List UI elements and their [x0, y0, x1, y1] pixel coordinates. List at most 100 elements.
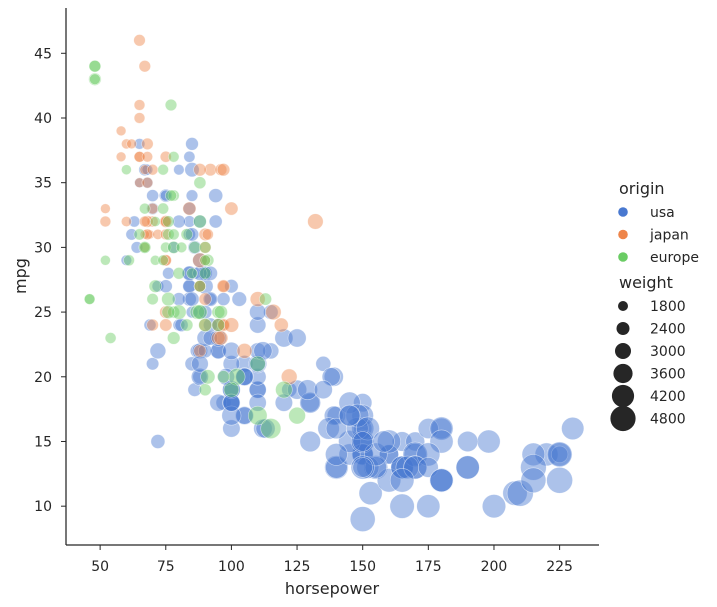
data-point [275, 381, 293, 399]
data-point [167, 305, 180, 319]
data-point [416, 442, 441, 467]
data-point [287, 328, 307, 348]
data-point [202, 291, 218, 307]
data-point [204, 292, 217, 306]
data-point [161, 292, 176, 307]
legend-size-marker [613, 363, 633, 384]
data-point [211, 318, 226, 332]
data-point [297, 379, 318, 401]
data-point [171, 304, 187, 320]
data-point [356, 455, 380, 479]
data-point [338, 430, 362, 453]
data-point [185, 227, 200, 242]
data-point [217, 318, 230, 332]
legend-size-marker [615, 343, 631, 359]
data-point [89, 73, 101, 85]
data-point [281, 381, 298, 398]
data-point [355, 416, 380, 441]
data-point [126, 138, 137, 150]
data-point [210, 342, 227, 360]
data-point [146, 189, 159, 202]
legend-size-label: 3000 [650, 344, 686, 360]
data-point [457, 430, 479, 452]
data-point [138, 60, 151, 73]
x-tick-label: 100 [218, 559, 245, 575]
x-tick-label: 175 [415, 559, 442, 575]
data-point [209, 393, 228, 412]
data-point [213, 330, 229, 346]
data-point [182, 279, 197, 294]
data-point [183, 215, 196, 228]
data-point [128, 215, 141, 228]
data-point [193, 344, 207, 358]
data-point [193, 280, 206, 293]
legend-size-title: weight [619, 273, 673, 292]
data-point [192, 369, 208, 385]
data-point [185, 137, 199, 151]
data-point [188, 241, 201, 254]
y-tick-label: 15 [34, 434, 52, 450]
data-point [88, 72, 102, 86]
data-point [546, 441, 573, 468]
y-tick-label: 10 [34, 499, 52, 515]
y-tick-label: 25 [34, 305, 52, 321]
data-point [138, 241, 152, 254]
y-axis-label: mpg [11, 258, 30, 294]
data-point [203, 163, 217, 177]
data-point [520, 454, 547, 481]
data-point [139, 215, 151, 228]
data-point [141, 215, 154, 228]
data-point [133, 99, 146, 111]
data-point [313, 380, 333, 400]
data-point [141, 137, 154, 150]
data-point [248, 380, 267, 399]
series-europe [83, 59, 306, 439]
data-point [198, 227, 212, 241]
data-point [198, 383, 212, 397]
data-point [561, 416, 585, 440]
x-axis-label: horsepower [285, 579, 380, 598]
data-point [193, 163, 207, 177]
x-tick-label: 200 [481, 559, 508, 575]
data-point [167, 189, 180, 202]
data-point [180, 228, 193, 241]
data-point [249, 355, 267, 373]
data-point [216, 279, 231, 293]
data-point [364, 456, 387, 479]
data-point [288, 406, 306, 425]
data-point [174, 318, 189, 332]
data-point [429, 468, 454, 493]
data-point [222, 393, 241, 412]
data-point [217, 368, 235, 386]
data-point [338, 391, 361, 414]
data-point [363, 455, 388, 480]
data-point [372, 430, 395, 453]
series-usa [120, 137, 585, 532]
data-point [249, 355, 266, 372]
data-point [159, 150, 172, 163]
data-point [546, 466, 573, 494]
data-point [200, 369, 216, 385]
data-point [363, 442, 388, 467]
y-tick-label: 35 [34, 176, 52, 192]
legend-size-label: 4200 [650, 389, 686, 405]
data-point [249, 342, 267, 360]
data-point [88, 59, 102, 73]
data-point [201, 253, 215, 267]
data-point [190, 367, 209, 386]
legend-size-marker [618, 301, 628, 311]
data-point [325, 443, 348, 466]
data-point [99, 215, 112, 228]
data-point [121, 216, 132, 227]
data-point [198, 318, 213, 332]
data-point [208, 214, 223, 229]
data-point [133, 151, 146, 163]
data-point [429, 429, 454, 454]
data-point [121, 164, 132, 175]
data-point [395, 455, 419, 480]
data-point [358, 481, 383, 506]
data-point [198, 343, 213, 359]
data-point [259, 292, 272, 306]
data-point [231, 291, 247, 307]
legend-size-label: 1800 [650, 299, 686, 315]
